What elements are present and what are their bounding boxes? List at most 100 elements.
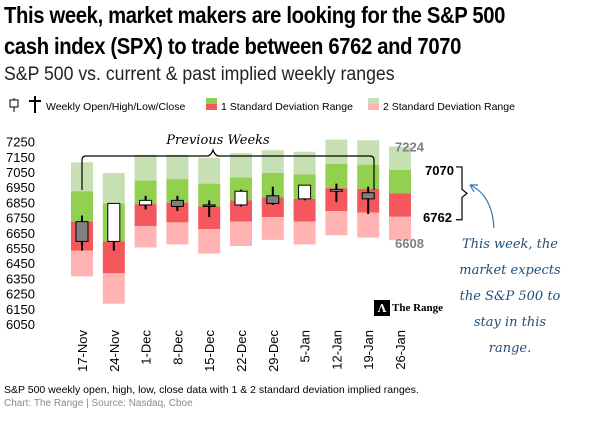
y-tick-label: 6650 xyxy=(6,226,35,241)
bar-2sd-upper xyxy=(166,154,189,180)
x-tick-label: 19-Jan xyxy=(361,330,376,370)
bar-2sd-upper xyxy=(230,153,252,178)
y-tick-label: 6050 xyxy=(6,317,35,332)
bar-2sd-lower xyxy=(293,221,316,245)
bar-2sd-upper xyxy=(134,154,157,181)
candle-body xyxy=(107,202,121,242)
candle-body xyxy=(298,184,312,200)
y-tick-label: 6350 xyxy=(6,271,35,286)
x-tick-label: 12-Jan xyxy=(329,330,344,370)
legend-ohlc-label: Weekly Open/High/Low/Close xyxy=(46,101,185,113)
bar-2sd-lower xyxy=(102,273,125,304)
bar-1sd-lower xyxy=(293,198,316,222)
brand-logo-icon: Λ xyxy=(374,300,390,316)
bar-1sd-upper xyxy=(261,173,284,198)
previous-weeks-label: Previous Weeks xyxy=(165,133,270,148)
callout-arrowhead xyxy=(469,184,478,193)
y-tick-label: 6950 xyxy=(6,180,35,195)
range-bars xyxy=(71,139,411,304)
bar-2sd-lower xyxy=(198,229,221,254)
y-tick-label: 6850 xyxy=(6,195,35,210)
bar-1sd-upper xyxy=(134,180,157,205)
upper-2sd-label: 7224 xyxy=(395,140,425,155)
brand-mark: Λ The Range xyxy=(374,300,443,316)
brand-name: The Range xyxy=(392,302,444,314)
bar-1sd-lower xyxy=(166,202,189,223)
legend-sd2-label: 2 Standard Deviation Range xyxy=(383,101,515,113)
x-tick-label: 1-Dec xyxy=(139,330,154,365)
bar-1sd-upper xyxy=(389,169,411,194)
upper-1sd-label: 7070 xyxy=(425,163,454,178)
legend: Weekly Open/High/Low/Close 1 Standard De… xyxy=(9,96,515,113)
lower-1sd-label: 6762 xyxy=(423,210,452,225)
range-brace xyxy=(456,166,468,221)
bar-2sd-lower xyxy=(71,250,93,277)
bar-2sd-lower xyxy=(389,216,411,241)
bar-1sd-upper xyxy=(166,179,189,203)
x-axis: 17-Nov 24-Nov 1-Dec 8-Dec 15-Dec 22-Dec 29-Dec… xyxy=(75,330,408,372)
x-tick-label: 22-Dec xyxy=(234,330,249,372)
candle-body xyxy=(266,195,280,204)
callout-arrow xyxy=(469,184,495,229)
x-tick-label: 15-Dec xyxy=(202,330,217,372)
bar-1sd-lower xyxy=(230,200,252,222)
bar-2sd-lower xyxy=(261,217,284,240)
y-tick-label: 6450 xyxy=(6,256,35,271)
x-tick-label: 24-Nov xyxy=(107,330,122,372)
bar-2sd-lower xyxy=(134,226,157,248)
bar-1sd-lower xyxy=(198,206,221,230)
headline-line-2: cash index (SPX) to trade between 6762 a… xyxy=(4,33,462,59)
y-tick-label: 7150 xyxy=(6,150,35,165)
y-axis: 6050615062506350645065506650675068506950… xyxy=(6,135,35,332)
headline-line-1: This week, market makers are looking for… xyxy=(4,2,506,28)
lower-2sd-label: 6608 xyxy=(395,236,424,251)
y-tick-label: 7250 xyxy=(6,135,35,150)
bar-2sd-upper xyxy=(293,151,316,175)
x-tick-label: 17-Nov xyxy=(75,330,90,372)
current-week-annotations: 7224 7070 6762 6608 xyxy=(395,140,495,251)
candle-body xyxy=(202,204,216,207)
bar-2sd-upper xyxy=(325,139,348,164)
candle-body xyxy=(329,189,343,192)
legend-sd2-icon xyxy=(368,98,379,110)
y-tick-label: 6250 xyxy=(6,287,35,302)
chart-source: Chart: The Range | Source: Nasdaq, Cboe xyxy=(4,398,193,409)
bar-2sd-upper xyxy=(102,173,125,204)
bar-2sd-lower xyxy=(357,212,380,238)
legend-sd1-label: 1 Standard Deviation Range xyxy=(221,101,353,113)
legend-sd1-icon xyxy=(206,98,217,110)
ohlc-candles xyxy=(75,183,375,251)
x-tick-label: 29-Dec xyxy=(266,330,281,372)
bar-2sd-lower xyxy=(325,211,348,236)
y-tick-label: 6550 xyxy=(6,241,35,256)
candle-body xyxy=(75,221,89,242)
legend-ohlc-icon xyxy=(9,96,41,113)
y-tick-label: 7050 xyxy=(6,165,35,180)
bar-1sd-upper xyxy=(198,183,221,207)
candle-body xyxy=(170,199,184,207)
bar-1sd-lower xyxy=(389,193,411,217)
candle-body xyxy=(361,192,375,200)
y-tick-label: 6150 xyxy=(6,302,35,317)
candle-body xyxy=(234,190,248,206)
x-tick-label: 8-Dec xyxy=(170,330,185,365)
bar-1sd-upper xyxy=(357,164,380,189)
bar-1sd-upper xyxy=(325,163,348,189)
x-tick-label: 26-Jan xyxy=(393,330,408,370)
x-tick-label: 5-Jan xyxy=(298,330,313,363)
chart-footnote: S&P 500 weekly open, high, low, close da… xyxy=(4,384,419,396)
candle-body xyxy=(139,199,153,206)
bar-2sd-lower xyxy=(166,222,189,245)
bar-1sd-lower xyxy=(102,241,125,274)
bar-2sd-lower xyxy=(230,221,252,246)
bar-2sd-upper xyxy=(198,157,221,184)
previous-weeks-brace: Previous Weeks xyxy=(81,133,375,190)
bar-1sd-lower xyxy=(134,204,157,227)
callout-text: This week, the market expects the S&P 50… xyxy=(459,237,561,356)
bar-2sd-upper xyxy=(261,150,284,173)
bar-2sd-upper xyxy=(389,146,411,170)
bar-2sd-upper xyxy=(357,140,380,165)
bar-1sd-upper xyxy=(71,191,93,222)
chart-subtitle: S&P 500 vs. current & past implied weekl… xyxy=(4,64,395,85)
